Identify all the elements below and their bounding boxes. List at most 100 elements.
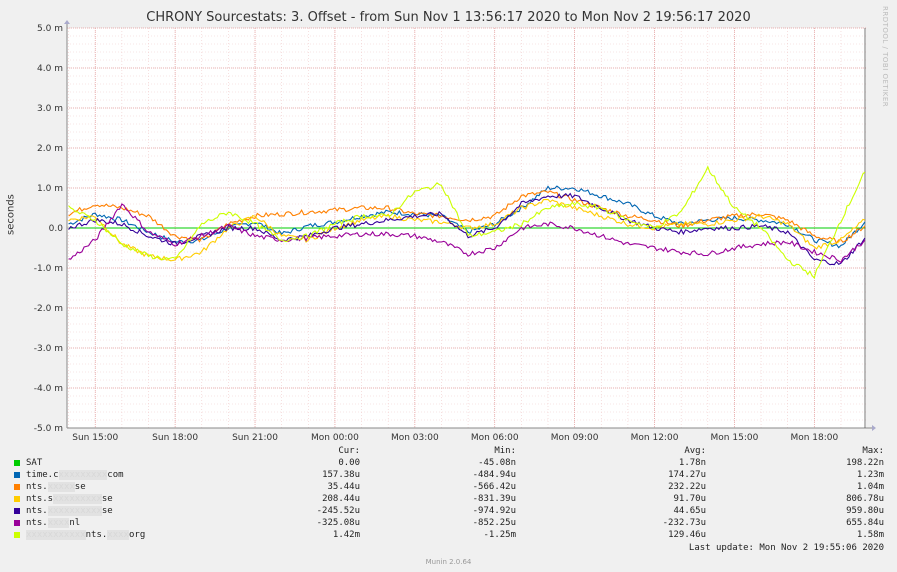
legend-row: nts.xxxxnl -325.08u -852.25u -232.73u 655.84… — [12, 518, 888, 530]
legend-row: SAT 0.00 -45.08n 1.78n 198.22n — [12, 458, 888, 470]
y-tick-label: -1.0 m — [34, 264, 63, 274]
legend-cur-value: 1.42m — [332, 530, 360, 540]
legend-row: nts.xxxxxxxxxxse -245.52u -974.92u 44.65u 95… — [12, 506, 888, 518]
y-tick-label: 0.0 — [49, 224, 64, 234]
legend-avg-value: 91.70u — [673, 494, 706, 504]
legend-max-value: 1.58m — [856, 530, 884, 540]
legend-source-name: xxxxxxxxxxxnts.xxxxorg — [26, 530, 145, 540]
redacted-text: xxxxxxxxx — [53, 494, 102, 504]
y-tick-label: 1.0 m — [37, 184, 63, 194]
legend-cur-value: -325.08u — [316, 518, 360, 528]
y-tick-label: 5.0 m — [37, 24, 63, 34]
y-tick-label: -4.0 m — [34, 384, 63, 394]
name-fragment: nts. — [85, 530, 108, 540]
series-line-6 — [68, 165, 866, 279]
x-axis-arrow — [872, 425, 876, 431]
redacted-text: xxxx — [47, 518, 70, 528]
legend-table: Cur: Min: Avg: Max: SAT 0.00 -45.08n 1.78n 1… — [12, 446, 888, 542]
x-tick-label: Mon 03:00 — [391, 433, 439, 443]
legend-cur-value: 35.44u — [327, 482, 360, 492]
y-tick-label: -2.0 m — [34, 304, 63, 314]
legend-avg-value: 129.46u — [668, 530, 706, 540]
legend-max-value: 1.04m — [856, 482, 884, 492]
legend-cur-value: -245.52u — [316, 506, 360, 516]
legend-avg-value: 174.27u — [668, 470, 706, 480]
name-fragment: nts. — [26, 506, 48, 516]
last-update: Last update: Mon Nov 2 19:55:06 2020 — [688, 543, 884, 553]
name-fragment: se — [74, 482, 86, 492]
x-tick-label: Sun 15:00 — [72, 433, 118, 443]
legend-min-value: -974.92u — [472, 506, 516, 516]
legend-min-value: -831.39u — [472, 494, 516, 504]
name-fragment: com — [107, 470, 124, 480]
x-tick-label: Sun 21:00 — [232, 433, 278, 443]
legend-max-value: 806.78u — [846, 494, 884, 504]
series-line-2 — [68, 190, 866, 245]
x-tick-label: Mon 09:00 — [551, 433, 599, 443]
legend-min-value: -45.08n — [478, 458, 516, 468]
legend-avg-value: 232.22u — [668, 482, 706, 492]
name-fragment: nts. — [26, 482, 48, 492]
legend-avg-value: 1.78n — [678, 458, 706, 468]
name-fragment: nts. — [26, 518, 48, 528]
legend-swatch — [14, 520, 20, 526]
redacted-text: xxxx — [107, 530, 129, 540]
x-tick-label: Mon 12:00 — [631, 433, 679, 443]
y-tick-label: 4.0 m — [37, 64, 63, 74]
redacted-text: xxxxxxxxx — [58, 470, 108, 480]
y-tick-label: 3.0 m — [37, 104, 63, 114]
legend-header-avg: Avg: — [684, 446, 706, 456]
chart-title: CHRONY Sourcestats: 3. Offset - from Sun… — [146, 10, 751, 25]
legend-avg-value: 44.65u — [673, 506, 706, 516]
legend-swatch — [14, 496, 20, 502]
legend-source-name: nts.xxxxxse — [26, 482, 86, 492]
y-tick-label: 2.0 m — [37, 144, 63, 154]
y-tick-label: -5.0 m — [34, 424, 63, 434]
legend-row: nts.sxxxxxxxxxse 208.44u -831.39u 91.70u 806… — [12, 494, 888, 506]
series-line-3 — [68, 198, 866, 262]
legend-min-value: -484.94u — [472, 470, 516, 480]
legend-cur-value: 208.44u — [322, 494, 360, 504]
name-fragment: SAT — [26, 458, 43, 468]
x-tick-label: Mon 18:00 — [790, 433, 838, 443]
legend-source-name: nts.sxxxxxxxxxse — [26, 494, 113, 504]
chart-plot: 5.0 m 4.0 m 3.0 m 2.0 m 1.0 m 0.0 -1.0 m -2.0 m… — [34, 20, 876, 443]
name-fragment: se — [101, 494, 113, 504]
name-fragment: nl — [69, 518, 81, 528]
y-tick-label: -3.0 m — [34, 344, 63, 354]
legend-header-cur: Cur: — [338, 446, 360, 456]
legend-swatch — [14, 460, 20, 466]
x-tick-label: Sun 18:00 — [152, 433, 198, 443]
legend-max-value: 959.80u — [846, 506, 884, 516]
legend-avg-value: -232.73u — [662, 518, 706, 528]
legend-max-value: 198.22n — [846, 458, 884, 468]
legend-row: time.cxxxxxxxxxcom 157.38u -484.94u 174.27u… — [12, 470, 888, 482]
legend-source-name: nts.xxxxnl — [26, 518, 80, 528]
munin-version: Munin 2.0.64 — [425, 558, 472, 566]
x-tick-label: Mon 06:00 — [471, 433, 519, 443]
legend-header: Cur: Min: Avg: Max: — [12, 446, 888, 458]
legend-row: xxxxxxxxxxxnts.xxxxorg 1.42m -1.25m 129.46u… — [12, 530, 888, 542]
legend-swatch — [14, 508, 20, 514]
rrdtool-watermark: RRDTOOL / TOBI OETIKER — [881, 6, 889, 108]
legend-source-name: SAT — [26, 458, 42, 468]
y-axis-arrow — [64, 20, 70, 24]
redacted-text: xxxxxxxxxxx — [26, 530, 86, 540]
series-line-5 — [68, 203, 866, 264]
legend-max-value: 655.84u — [846, 518, 884, 528]
legend-source-name: nts.xxxxxxxxxxse — [26, 506, 113, 516]
legend-swatch — [14, 472, 20, 478]
name-fragment: org — [128, 530, 146, 540]
redacted-text: xxxxx — [47, 482, 75, 492]
legend-cur-value: 0.00 — [338, 458, 360, 468]
legend-max-value: 1.23m — [856, 470, 884, 480]
legend-swatch — [14, 484, 20, 490]
x-tick-label: Mon 00:00 — [311, 433, 359, 443]
legend-min-value: -566.42u — [472, 482, 516, 492]
legend-cur-value: 157.38u — [322, 470, 360, 480]
name-fragment: time.c — [26, 470, 59, 480]
legend-row: nts.xxxxxse 35.44u -566.42u 232.22u 1.04m — [12, 482, 888, 494]
x-tick-label: Mon 15:00 — [711, 433, 759, 443]
legend-rows: SAT 0.00 -45.08n 1.78n 198.22n time.cxxxxxxxx… — [12, 458, 888, 542]
legend-header-min: Min: — [494, 446, 516, 456]
